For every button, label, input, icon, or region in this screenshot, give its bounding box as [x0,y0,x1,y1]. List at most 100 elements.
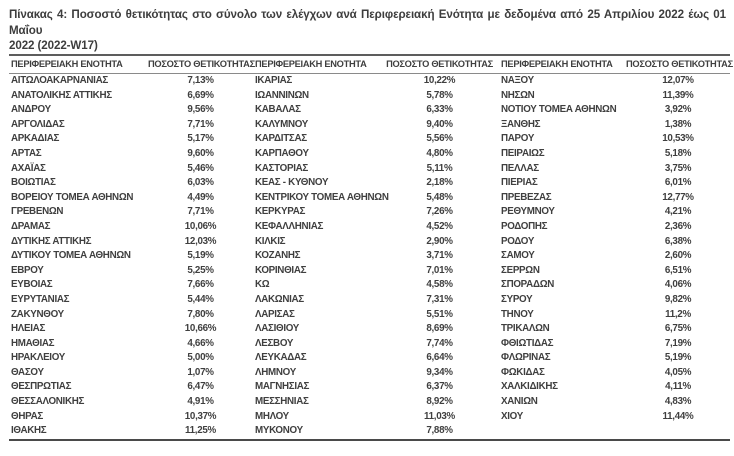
value-cell: 4,49% [187,191,214,203]
value-cell: 2,60% [664,250,692,262]
value-cell: 10,53% [662,133,694,145]
region-cell: ΖΑΚΥΝΘΟΥ [11,308,64,320]
table-row: ΕΒΡΟΥ 5,25% ΚΟΡΙΝΘΙΑΣ 7,01% ΣΕΡΡΩΝ 6,51% [9,264,730,279]
region-cell: ΡΟΔΟΠΗΣ [501,220,548,232]
region-cell: ΦΛΩΡΙΝΑΣ [501,352,551,364]
region-cell: ΣΕΡΡΩΝ [501,264,540,276]
value-cell: 2,18% [426,177,453,189]
value-cell: 10,06% [184,220,217,232]
value-cell: 5,46% [187,162,214,174]
table-header-row: ΠΕΡΙΦΕΡΕΙΑΚΗ ΕΝΟΤΗΤΑ ΠΟΣΟΣΤΟ ΘΕΤΙΚΟΤΗΤΑΣ… [9,55,733,74]
region-cell: ΕΒΡΟΥ [11,264,44,276]
value-cell: 7,71% [187,118,214,130]
value-cell: 5,11% [426,162,453,174]
region-cell: ΛΕΥΚΑΔΑΣ [255,352,307,364]
value-cell: 12,77% [662,191,694,203]
region-cell: ΑΡΚΑΔΙΑΣ [11,133,60,145]
page-title-line-1: Πίνακας 4: Ποσοστό θετικότητας στο σύνολ… [9,8,726,37]
region-cell: ΛΑΡΙΣΑΣ [255,308,295,320]
value-cell: 4,05% [664,366,692,378]
value-cell: 7,01% [426,264,453,276]
value-cell: 3,71% [426,250,453,262]
value-cell: 6,47% [187,381,214,393]
region-cell: ΡΕΘΥΜΝΟΥ [501,206,555,218]
positivity-table: ΠΕΡΙΦΕΡΕΙΑΚΗ ΕΝΟΤΗΤΑ ΠΟΣΟΣΤΟ ΘΕΤΙΚΟΤΗΤΑΣ… [9,54,733,441]
region-cell: ΠΡΕΒΕΖΑΣ [501,191,552,203]
region-cell: ΦΩΚΙΔΑΣ [501,366,545,378]
table-row: ΑΡΤΑΣ 9,60% ΚΑΡΠΑΘΟΥ 4,80% ΠΕΙΡΑΙΩΣ 5,18% [9,147,730,162]
value-cell: 9,34% [426,366,453,378]
region-cell: ΚΑΡΠΑΘΟΥ [255,147,309,159]
region-cell: ΧΑΝΙΩΝ [501,396,538,408]
region-cell: ΚΩ [255,279,270,291]
region-cell: ΚΕΦΑΛΛΗΝΙΑΣ [255,220,324,232]
region-cell: ΛΕΣΒΟΥ [255,337,294,349]
value-cell: 11,25% [185,425,216,437]
table-row: ΔΥΤΙΚΗΣ ΑΤΤΙΚΗΣ 12,03% ΚΙΛΚΙΣ 2,90% ΡΟΔΟΥ 6,3… [9,235,730,250]
region-cell: ΣΥΡΟΥ [501,293,533,305]
region-cell: ΒΟΙΩΤΙΑΣ [11,177,56,189]
value-cell: 7,19% [664,337,692,349]
region-cell: ΝΑΞΟΥ [501,75,534,86]
value-cell: 4,06% [664,279,692,291]
value-cell: 4,11% [665,381,691,393]
table-row: ΒΟΙΩΤΙΑΣ 6,03% ΚΕΑΣ - ΚΥΘΝΟΥ 2,18% ΠΙΕΡΙΑΣ 6,… [9,176,730,191]
value-cell: 11,39% [662,89,694,101]
value-cell: 7,71% [187,206,214,218]
region-cell: ΝΟΤΙΟΥ ΤΟΜΕΑ ΑΘΗΝΩΝ [501,104,617,116]
value-cell: 3,92% [664,104,692,116]
value-cell: 9,56% [187,104,214,116]
value-cell: 4,66% [187,337,214,349]
value-cell: 3,75% [664,162,692,174]
region-cell: ΜΑΓΝΗΣΙΑΣ [255,381,310,393]
value-cell: 5,19% [664,352,692,364]
table-row: ΑΝΑΤΟΛΙΚΗΣ ΑΤΤΙΚΗΣ 6,69% ΙΩΑΝΝΙΝΩΝ 5,78% ΝΗΣ… [9,89,730,104]
value-cell: 9,60% [187,147,214,159]
column-header-positivity-1: ΠΟΣΟΣΤΟ ΘΕΤΙΚΟΤΗΤΑΣ [148,55,255,74]
value-cell: 6,01% [664,177,692,189]
value-cell: 6,75% [664,323,692,335]
region-cell: ΤΗΝΟΥ [501,308,534,320]
region-cell: ΑΡΤΑΣ [11,147,42,159]
region-cell: ΚΕΡΚΥΡΑΣ [255,206,306,218]
value-cell: 11,03% [424,410,455,422]
page-title-line-2: 2022 (2022-W17) [9,39,98,52]
region-cell: ΙΩΑΝΝΙΝΩΝ [255,89,309,101]
value-cell: 5,17% [187,133,214,145]
table-row: ΑΡΓΟΛΙΔΑΣ 7,71% ΚΑΛΥΜΝΟΥ 9,40% ΞΑΝΘΗΣ 1,38% [9,118,730,133]
table-row: ΕΥΒΟΙΑΣ 7,66% ΚΩ 4,58% ΣΠΟΡΑΔΩΝ 4,06% [9,278,730,293]
region-cell: ΠΙΕΡΙΑΣ [501,177,538,189]
value-cell: 5,48% [426,191,453,203]
table-row: ΓΡΕΒΕΝΩΝ 7,71% ΚΕΡΚΥΡΑΣ 7,26% ΡΕΘΥΜΝΟΥ 4,21% [9,205,730,220]
table-row: ΗΜΑΘΙΑΣ 4,66% ΛΕΣΒΟΥ 7,74% ΦΘΙΩΤΙΔΑΣ 7,19% [9,337,730,352]
region-cell: ΣΠΟΡΑΔΩΝ [501,279,555,291]
value-cell: 10,37% [184,410,217,422]
value-cell: 7,66% [187,279,214,291]
value-cell: 10,66% [184,323,217,335]
table-row: ΘΑΣΟΥ 1,07% ΛΗΜΝΟΥ 9,34% ΦΩΚΙΔΑΣ 4,05% [9,366,730,381]
column-header-positivity-3: ΠΟΣΟΣΤΟ ΘΕΤΙΚΟΤΗΤΑΣ [626,55,733,74]
region-cell: ΚΑΣΤΟΡΙΑΣ [255,162,308,174]
region-cell: ΔΡΑΜΑΣ [11,220,51,232]
column-header-region-2: ΠΕΡΙΦΕΡΕΙΑΚΗ ΕΝΟΤΗΤΑ [253,55,380,74]
table-row: ΒΟΡΕΙΟΥ ΤΟΜΕΑ ΑΘΗΝΩΝ 4,49% ΚΕΝΤΡΙΚΟΥ ΤΟΜΕΑ… [9,191,730,206]
region-cell: ΠΑΡΟΥ [501,133,535,145]
table-row: ΙΘΑΚΗΣ 11,25% ΜΥΚΟΝΟΥ 7,88% [9,424,730,440]
region-cell: ΧΙΟΥ [501,410,523,422]
region-cell: ΚΙΛΚΙΣ [255,235,286,247]
value-cell: 5,78% [426,89,453,101]
value-cell: 6,33% [426,104,453,116]
region-cell [499,424,626,440]
value-cell: 4,83% [664,396,692,408]
region-cell: ΒΟΡΕΙΟΥ ΤΟΜΕΑ ΑΘΗΝΩΝ [11,191,134,203]
value-cell: 6,64% [426,352,453,364]
region-cell: ΛΗΜΝΟΥ [255,366,296,378]
table-row: ΘΕΣΣΑΛΟΝΙΚΗΣ 4,91% ΜΕΣΣΗΝΙΑΣ 8,92% ΧΑΝΙΩΝ 4,8… [9,395,730,410]
region-cell: ΔΥΤΙΚΗΣ ΑΤΤΙΚΗΣ [11,235,92,247]
table-row: ΔΡΑΜΑΣ 10,06% ΚΕΦΑΛΛΗΝΙΑΣ 4,52% ΡΟΔΟΠΗΣ 2,36% [9,220,730,235]
value-cell: 11,2% [665,308,691,320]
region-cell: ΜΕΣΣΗΝΙΑΣ [255,396,309,408]
table-row: ΔΥΤΙΚΟΥ ΤΟΜΕΑ ΑΘΗΝΩΝ 5,19% ΚΟΖΑΝΗΣ 3,71% ΣΑΜ… [9,249,730,264]
region-cell: ΚΑΡΔΙΤΣΑΣ [255,133,307,145]
value-cell: 4,58% [426,279,453,291]
